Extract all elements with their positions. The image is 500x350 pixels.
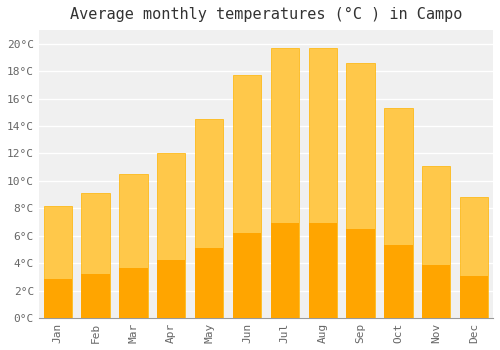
Bar (157, 260, 186, 318)
Bar (308, 48, 337, 318)
Bar (44, 279, 72, 318)
Bar (308, 223, 337, 318)
Bar (460, 276, 488, 318)
Bar (195, 119, 224, 318)
Bar (346, 229, 375, 318)
Bar (157, 153, 186, 318)
Bar (82, 193, 110, 318)
Bar (422, 265, 450, 318)
Bar (44, 205, 72, 318)
Bar (460, 197, 488, 318)
Bar (270, 223, 299, 318)
Bar (195, 248, 224, 318)
Bar (82, 274, 110, 318)
Bar (346, 63, 375, 318)
Bar (270, 48, 299, 318)
Bar (119, 174, 148, 318)
Bar (422, 166, 450, 318)
Bar (119, 267, 148, 318)
Title: Average monthly temperatures (°C ) in Campo: Average monthly temperatures (°C ) in Ca… (70, 7, 462, 22)
Bar (233, 75, 261, 318)
Bar (233, 233, 261, 318)
Bar (384, 108, 412, 318)
Bar (384, 245, 412, 318)
